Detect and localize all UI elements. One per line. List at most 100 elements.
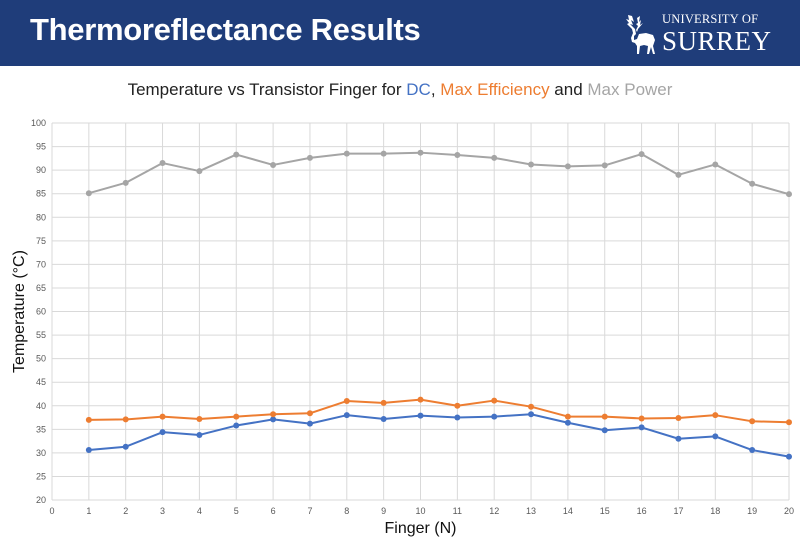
data-point-dc (454, 414, 461, 421)
y-tick-label: 65 (36, 283, 46, 293)
data-point-max-power (638, 151, 645, 158)
x-axis-label: Finger (N) (384, 520, 456, 537)
data-point-dc (491, 413, 498, 420)
data-point-max-power (417, 149, 424, 156)
y-tick-label: 55 (36, 330, 46, 340)
data-point-max-efficiency (196, 415, 203, 422)
logo-text-top: UNIVERSITY OF (662, 12, 759, 26)
chart-title-dc: DC (406, 80, 431, 99)
y-tick-label: 80 (36, 212, 46, 222)
data-point-max-efficiency (786, 419, 792, 426)
data-point-dc (270, 416, 277, 423)
x-tick-label: 4 (197, 506, 202, 516)
x-tick-label: 11 (453, 506, 462, 516)
data-point-max-power (564, 163, 571, 170)
data-point-max-efficiency (417, 396, 424, 403)
data-point-max-power (454, 152, 461, 159)
data-point-dc (564, 419, 571, 426)
x-tick-label: 16 (637, 506, 647, 516)
data-point-max-power (749, 180, 756, 187)
data-point-max-efficiency (233, 413, 240, 420)
y-tick-label: 45 (36, 377, 46, 387)
data-point-dc (159, 429, 166, 436)
y-tick-label: 95 (36, 142, 46, 152)
x-tick-label: 0 (49, 506, 54, 516)
data-point-max-power (122, 179, 129, 186)
data-point-dc (749, 447, 756, 454)
data-point-max-power (343, 150, 350, 157)
chart-title-and: and (549, 80, 588, 99)
y-tick-label: 100 (31, 118, 46, 128)
data-point-dc (417, 412, 424, 419)
data-point-max-power (85, 190, 92, 197)
data-point-dc (712, 433, 719, 440)
x-tick-label: 15 (600, 506, 610, 516)
y-tick-label: 85 (36, 189, 46, 199)
data-point-max-efficiency (454, 402, 461, 409)
x-tick-label: 9 (381, 506, 386, 516)
data-point-max-efficiency (270, 411, 277, 418)
x-tick-label: 8 (344, 506, 349, 516)
chart-title-max-power: Max Power (587, 80, 673, 99)
data-point-max-power (233, 151, 240, 158)
logo-text-bottom: SURREY (662, 26, 772, 56)
data-point-dc (122, 443, 129, 450)
data-point-max-power (712, 161, 719, 168)
data-point-dc (380, 415, 387, 422)
data-point-max-power (528, 161, 535, 168)
y-tick-label: 75 (36, 236, 46, 246)
data-point-max-efficiency (85, 416, 92, 423)
data-point-dc (638, 424, 645, 431)
data-point-max-power (306, 154, 313, 161)
x-tick-label: 14 (563, 506, 573, 516)
data-point-max-power (675, 171, 682, 178)
chart-title-max-efficiency: Max Efficiency (440, 80, 550, 99)
x-tick-label: 17 (673, 506, 683, 516)
series-line-max-efficiency (88, 398, 790, 424)
data-point-dc (675, 435, 682, 442)
y-tick-label: 40 (36, 401, 46, 411)
y-tick-label: 35 (36, 424, 46, 434)
data-point-dc (85, 447, 92, 454)
stag-icon (626, 15, 655, 54)
y-tick-label: 20 (36, 495, 46, 505)
data-point-max-power (196, 168, 203, 175)
data-point-max-efficiency (122, 416, 129, 423)
x-tick-label: 13 (526, 506, 536, 516)
data-point-max-power (380, 150, 387, 157)
data-point-dc (196, 431, 203, 438)
y-tick-label: 70 (36, 259, 46, 269)
data-point-max-efficiency (675, 415, 682, 422)
data-point-dc (786, 453, 792, 460)
data-point-max-power (786, 191, 792, 198)
data-point-max-efficiency (564, 413, 571, 420)
data-point-max-efficiency (601, 413, 608, 420)
x-tick-label: 5 (234, 506, 239, 516)
data-point-max-efficiency (159, 413, 166, 420)
data-point-dc (601, 427, 608, 434)
data-point-max-efficiency (380, 399, 387, 406)
y-tick-label: 50 (36, 354, 46, 364)
y-tick-label: 30 (36, 448, 46, 458)
data-point-dc (528, 411, 535, 418)
chart-title-prefix: Temperature vs Transistor Finger for (127, 80, 407, 99)
data-point-max-efficiency (491, 397, 498, 404)
data-point-max-efficiency (343, 398, 350, 405)
data-point-max-efficiency (749, 418, 756, 425)
y-tick-label: 60 (36, 307, 46, 317)
x-tick-label: 6 (271, 506, 276, 516)
data-point-max-efficiency (712, 412, 719, 419)
data-point-max-power (159, 160, 166, 167)
title-banner: Thermoreflectance Results UNIVERSITY OF … (0, 0, 800, 66)
data-point-dc (233, 422, 240, 429)
data-point-max-power (491, 154, 498, 161)
x-tick-label: 2 (123, 506, 128, 516)
series-line-max-power (88, 151, 790, 196)
university-logo: UNIVERSITY OF SURREY (622, 10, 772, 60)
data-point-max-power (601, 162, 608, 169)
x-tick-label: 10 (415, 506, 425, 516)
series-line-dc (88, 413, 790, 458)
data-point-max-power (270, 161, 277, 168)
x-tick-label: 1 (86, 506, 91, 516)
